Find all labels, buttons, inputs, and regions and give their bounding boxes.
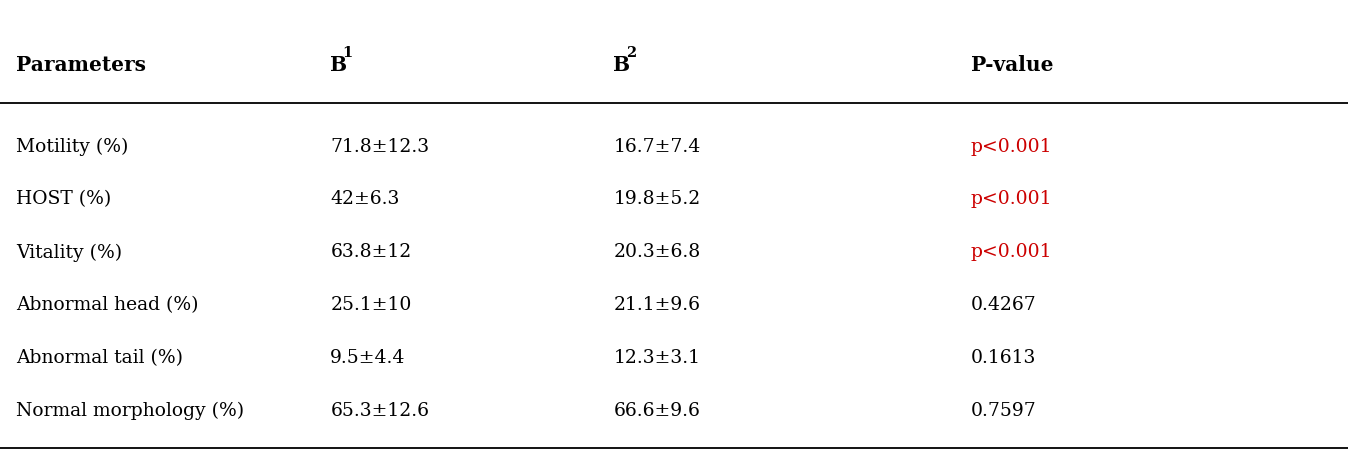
Text: 16.7±7.4: 16.7±7.4 <box>613 138 701 156</box>
Text: 12.3±3.1: 12.3±3.1 <box>613 349 701 367</box>
Text: 1: 1 <box>342 46 353 60</box>
Text: 21.1±9.6: 21.1±9.6 <box>613 296 701 314</box>
Text: 2: 2 <box>625 46 636 60</box>
Text: Motility (%): Motility (%) <box>16 138 128 156</box>
Text: P-value: P-value <box>971 55 1053 75</box>
Text: Vitality (%): Vitality (%) <box>16 243 123 262</box>
Text: 9.5±4.4: 9.5±4.4 <box>330 349 406 367</box>
Text: 65.3±12.6: 65.3±12.6 <box>330 402 429 420</box>
Text: 19.8±5.2: 19.8±5.2 <box>613 190 701 208</box>
Text: 0.4267: 0.4267 <box>971 296 1037 314</box>
Text: Normal morphology (%): Normal morphology (%) <box>16 402 244 420</box>
Text: 71.8±12.3: 71.8±12.3 <box>330 138 430 156</box>
Text: 20.3±6.8: 20.3±6.8 <box>613 243 701 261</box>
Text: B: B <box>330 55 348 75</box>
Text: Abnormal tail (%): Abnormal tail (%) <box>16 349 183 367</box>
Text: 0.1613: 0.1613 <box>971 349 1035 367</box>
Text: Abnormal head (%): Abnormal head (%) <box>16 296 198 314</box>
Text: 0.7597: 0.7597 <box>971 402 1037 420</box>
Text: p<0.001: p<0.001 <box>971 138 1051 156</box>
Text: Parameters: Parameters <box>16 55 146 75</box>
Text: p<0.001: p<0.001 <box>971 243 1051 261</box>
Text: 63.8±12: 63.8±12 <box>330 243 411 261</box>
Text: p<0.001: p<0.001 <box>971 190 1051 208</box>
Text: B: B <box>613 55 631 75</box>
Text: HOST (%): HOST (%) <box>16 190 112 208</box>
Text: 66.6±9.6: 66.6±9.6 <box>613 402 700 420</box>
Text: 25.1±10: 25.1±10 <box>330 296 411 314</box>
Text: 42±6.3: 42±6.3 <box>330 190 399 208</box>
